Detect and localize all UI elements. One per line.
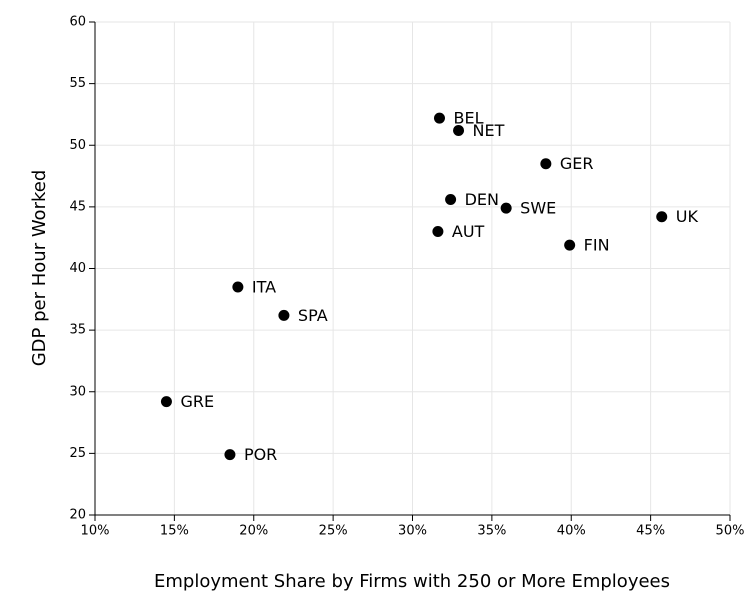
point <box>232 281 244 293</box>
x-tick-label: 20% <box>239 524 268 539</box>
point <box>540 158 552 170</box>
y-tick-label: 20 <box>69 508 86 523</box>
point <box>160 396 172 408</box>
point <box>656 211 668 223</box>
x-tick-label: 40% <box>557 524 586 539</box>
x-tick-label: 30% <box>398 524 427 539</box>
point-label: SWE <box>520 199 556 218</box>
point-label: UK <box>676 207 699 226</box>
x-tick-label: 15% <box>160 524 189 539</box>
y-tick-label: 35 <box>69 323 86 338</box>
x-axis-label: Employment Share by Firms with 250 or Mo… <box>154 571 670 592</box>
point <box>445 193 457 205</box>
y-tick-label: 40 <box>69 261 86 276</box>
y-tick-label: 30 <box>69 384 86 399</box>
point-label: FIN <box>584 236 610 255</box>
y-tick-label: 50 <box>69 138 86 153</box>
y-tick-label: 60 <box>69 15 86 30</box>
y-axis-label: GDP per Hour Worked <box>29 170 50 367</box>
point <box>278 309 290 321</box>
point-label: GRE <box>180 392 214 411</box>
point-label: NET <box>473 121 505 140</box>
y-tick-label: 45 <box>69 199 86 214</box>
x-tick-label: 35% <box>477 524 506 539</box>
y-tick-label: 55 <box>69 76 86 91</box>
point-label: AUT <box>452 222 485 241</box>
point <box>453 124 465 136</box>
x-tick-label: 10% <box>81 524 110 539</box>
point-label: BEL <box>453 109 483 128</box>
point-label: DEN <box>465 190 499 209</box>
point <box>500 202 512 214</box>
point <box>564 239 576 251</box>
point <box>224 449 236 461</box>
point <box>433 112 445 124</box>
point-label: ITA <box>252 277 276 296</box>
point <box>432 226 444 238</box>
point-label: SPA <box>298 306 328 325</box>
y-tick-label: 25 <box>69 446 86 461</box>
x-tick-label: 50% <box>716 524 745 539</box>
point-label: POR <box>244 445 277 464</box>
x-tick-label: 25% <box>319 524 348 539</box>
point-label: GER <box>560 154 594 173</box>
x-tick-label: 45% <box>636 524 665 539</box>
